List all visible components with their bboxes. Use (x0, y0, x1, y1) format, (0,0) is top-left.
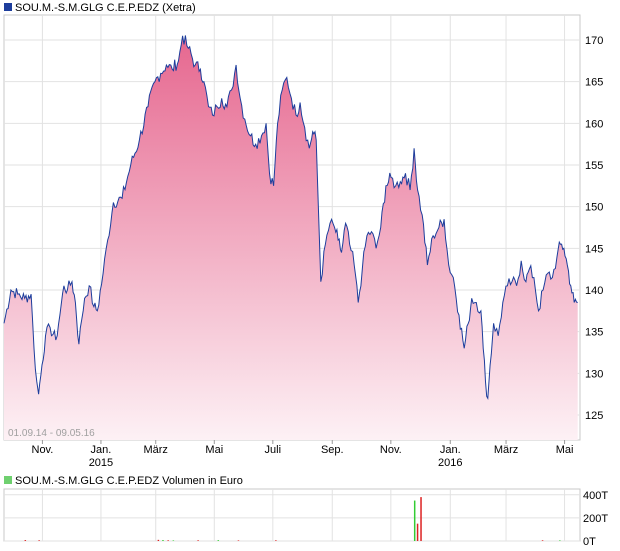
price-y-axis: 125 130 135 140 145 150 155 160 165 170 (585, 35, 603, 422)
legend-swatch-volume (4, 476, 12, 484)
date-range-label: 01.09.14 - 09.05.16 (8, 428, 95, 439)
price-y-tick-label: 165 (585, 77, 603, 89)
volume-bar (38, 540, 40, 541)
price-y-tick-label: 170 (585, 35, 603, 47)
volume-bars (24, 497, 561, 541)
price-x-tick-label: Juli (265, 444, 282, 456)
volume-bar (420, 497, 422, 541)
price-x-year-label: 2016 (438, 457, 462, 469)
volume-y-tick-label: 0T (583, 536, 596, 546)
volume-y-tick-label: 200T (583, 513, 608, 525)
price-x-year-label: 2015 (89, 457, 113, 469)
volume-bar (237, 540, 240, 541)
price-area (4, 35, 578, 440)
price-y-tick-label: 160 (585, 118, 603, 130)
volume-bar (172, 540, 175, 541)
price-panel: SOU.M.-S.M.GLG C.E.P.EDZ (Xetra) 1251301… (3, 2, 603, 469)
volume-chart-title: SOU.M.-S.M.GLG C.E.P.EDZ Volumen in Euro (15, 475, 243, 487)
price-x-tick-label: Sep. (321, 444, 344, 456)
volume-bar (24, 540, 27, 541)
price-y-tick-label: 130 (585, 368, 603, 380)
volume-bar (275, 540, 277, 541)
volume-bar (541, 540, 544, 541)
price-y-tick-label: 145 (585, 243, 603, 255)
volume-bar (162, 540, 164, 541)
volume-y-tick-label: 400T (583, 490, 608, 502)
price-x-tick-label: März (494, 444, 518, 456)
volume-bar (167, 540, 169, 541)
price-y-tick-label: 125 (585, 410, 603, 422)
volume-bar (157, 539, 160, 541)
price-x-tick-label: Jan. (440, 444, 461, 456)
volume-bar (413, 500, 416, 541)
price-x-tick-label: Mai (205, 444, 223, 456)
price-line (3, 35, 578, 401)
volume-bar (217, 540, 220, 541)
price-chart-title: SOU.M.-S.M.GLG C.E.P.EDZ (Xetra) (15, 2, 196, 14)
price-x-tick-label: Mai (556, 444, 574, 456)
volume-panel: SOU.M.-S.M.GLG C.E.P.EDZ Volumen in Euro… (3, 475, 608, 548)
price-x-tick-label: Nov. (32, 444, 54, 456)
volume-grid (4, 489, 580, 542)
volume-y-axis: 0T 200T 400T (583, 490, 608, 548)
price-y-tick-label: 155 (585, 160, 603, 172)
legend-swatch-price (4, 3, 12, 11)
price-x-tick-label: Nov. (380, 444, 402, 456)
price-y-tick-label: 150 (585, 202, 603, 214)
volume-bar (197, 540, 199, 541)
volume-bar (559, 540, 561, 541)
price-y-tick-label: 135 (585, 327, 603, 339)
price-x-tick-label: Jan. (91, 444, 112, 456)
price-y-tick-label: 140 (585, 285, 603, 297)
volume-plot-frame (3, 488, 581, 542)
volume-bar (416, 523, 419, 541)
price-x-tick-label: März (143, 444, 167, 456)
